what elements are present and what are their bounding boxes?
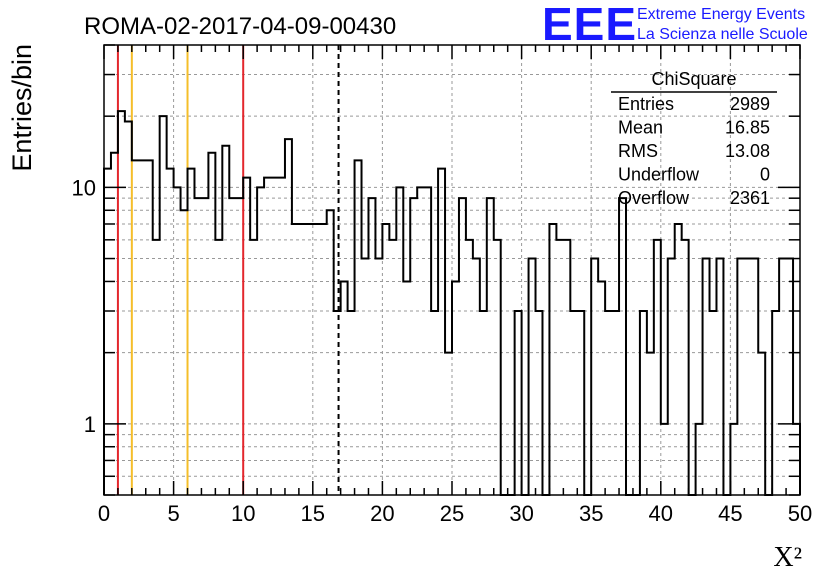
stats-value: 13.08	[725, 141, 770, 161]
x-tick-label: 15	[301, 501, 325, 526]
stats-label: RMS	[618, 141, 658, 161]
x-tick-label: 45	[718, 501, 742, 526]
chart-title: ROMA-02-2017-04-09-00430	[84, 13, 396, 40]
histogram-line	[103, 110, 801, 496]
x-tick-label: 40	[649, 501, 673, 526]
x-tick-label: 35	[579, 501, 603, 526]
stats-value: 2989	[730, 94, 770, 114]
stats-label: Mean	[618, 118, 663, 138]
stats-box: ChiSquare Entries 2989 Mean 16.85 RMS 13.08 Un…	[611, 69, 777, 208]
x-tick-label: 25	[440, 501, 464, 526]
x-tick-label: 30	[509, 501, 533, 526]
plot-frame	[103, 44, 801, 496]
x-tick-label: 10	[231, 501, 255, 526]
x-tick-label: 5	[167, 501, 179, 526]
stats-value: 16.85	[725, 118, 770, 138]
x-axis-label: X²	[773, 542, 802, 572]
x-tick-label: 20	[370, 501, 394, 526]
logo-mark: EEE	[542, 0, 637, 50]
y-tick-label: 1	[84, 412, 96, 437]
stats-value: 2361	[730, 188, 770, 208]
logo-line1: Extreme Energy Events	[637, 6, 805, 23]
stats-value: 0	[760, 165, 770, 185]
stats-label: Overflow	[618, 188, 690, 208]
x-tick-label: 50	[788, 501, 812, 526]
stats-label: Underflow	[618, 165, 700, 185]
y-axis-label: Entries/bin	[7, 44, 37, 172]
eee-logo: EEE Extreme Energy Events La Scienza nel…	[542, 0, 808, 50]
x-tick-label: 0	[98, 501, 110, 526]
logo-line2: La Scienza nelle Scuole	[637, 26, 808, 43]
stats-label: Entries	[618, 94, 674, 114]
y-tick-label: 10	[72, 175, 96, 200]
tick-labels: 0 5 10 15 20 25 30 35 40 45 50 1 10	[72, 175, 813, 526]
stats-title: ChiSquare	[651, 69, 736, 89]
marker-lines	[116, 45, 340, 495]
